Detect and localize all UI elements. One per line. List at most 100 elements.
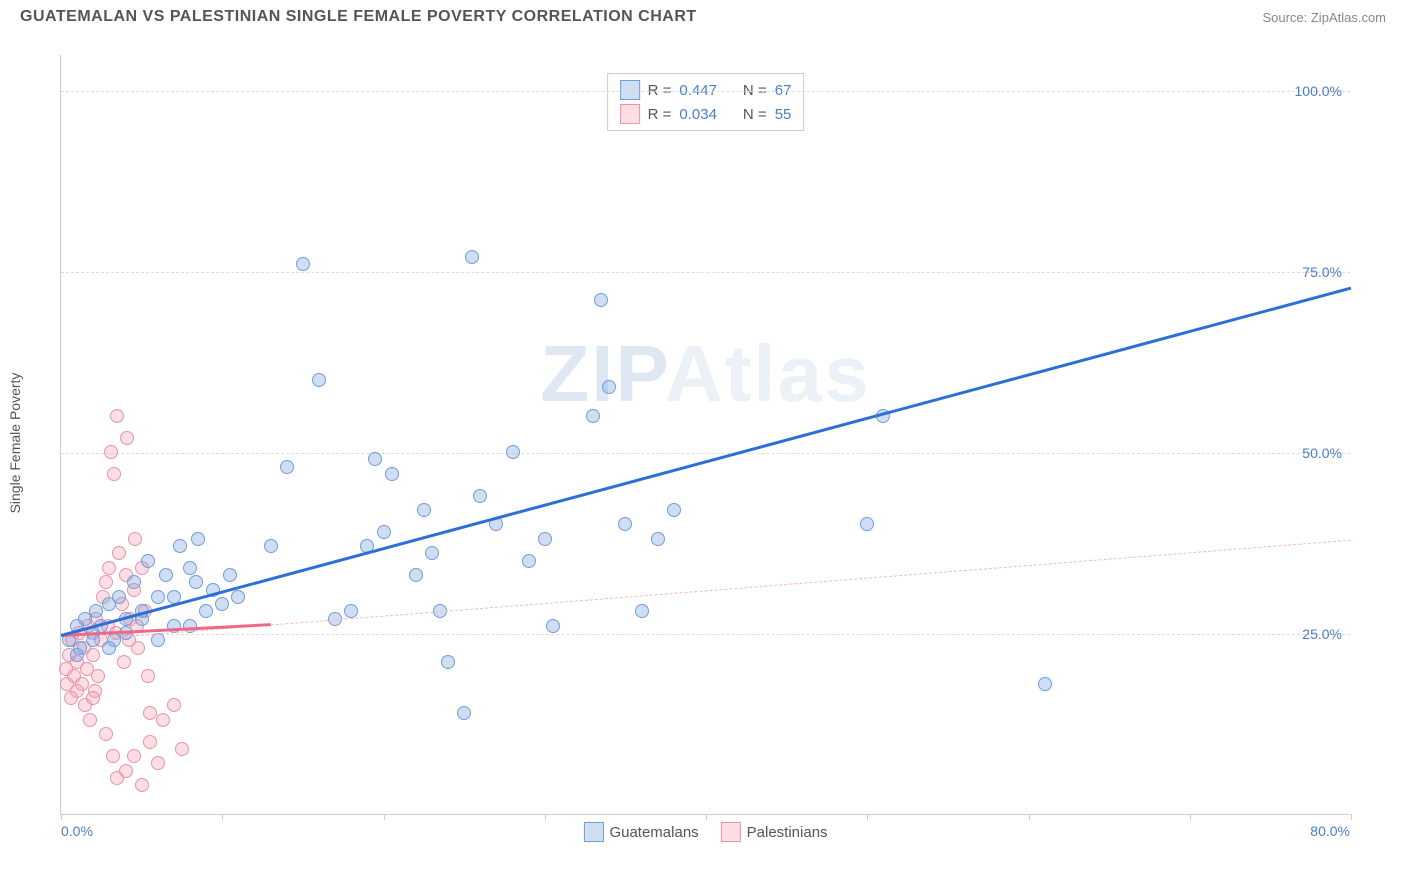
trendline-a — [61, 287, 1352, 637]
series-a-point — [651, 532, 665, 546]
series-a-point — [538, 532, 552, 546]
x-tick — [1190, 814, 1191, 820]
series-a-point — [473, 489, 487, 503]
series-b-point — [151, 756, 165, 770]
series-a-point — [457, 706, 471, 720]
legend-row-a: R = 0.447 N = 67 — [620, 78, 792, 102]
series-b-point — [156, 713, 170, 727]
y-tick-label: 50.0% — [1302, 445, 1342, 461]
series-b-point — [86, 691, 100, 705]
series-a-point — [159, 568, 173, 582]
series-b-point — [120, 431, 134, 445]
series-a-point — [141, 554, 155, 568]
series-a-point — [425, 546, 439, 560]
series-b-point — [86, 648, 100, 662]
series-a-point — [546, 619, 560, 633]
series-b-point — [110, 409, 124, 423]
series-a-point — [594, 293, 608, 307]
series-a-point — [223, 568, 237, 582]
series-a-point — [312, 373, 326, 387]
chart-title: GUATEMALAN VS PALESTINIAN SINGLE FEMALE … — [20, 8, 697, 26]
x-tick — [867, 814, 868, 820]
series-a-point — [151, 590, 165, 604]
series-b-point — [141, 669, 155, 683]
y-tick-label: 75.0% — [1302, 264, 1342, 280]
series-a-point — [385, 467, 399, 481]
x-tick — [1029, 814, 1030, 820]
series-b-point — [91, 669, 105, 683]
x-tick — [61, 814, 62, 820]
series-b-point — [175, 742, 189, 756]
series-b-point — [107, 467, 121, 481]
series-b-point — [119, 764, 133, 778]
series-a-point — [618, 517, 632, 531]
correlation-legend: R = 0.447 N = 67 R = 0.034 N = 55 — [607, 73, 805, 131]
chart-container: Single Female Poverty ZIPAtlas R = 0.447… — [50, 40, 1386, 830]
series-a-point — [215, 597, 229, 611]
series-a-point — [465, 250, 479, 264]
x-tick — [384, 814, 385, 820]
series-b-point — [99, 575, 113, 589]
swatch-a — [620, 80, 640, 100]
series-a-point — [231, 590, 245, 604]
series-a-point — [635, 604, 649, 618]
series-a-point — [377, 525, 391, 539]
series-b-point — [167, 698, 181, 712]
y-axis-label: Single Female Poverty — [7, 373, 23, 514]
gridline — [61, 272, 1350, 273]
x-tick-label-right: 80.0% — [1310, 823, 1350, 839]
series-a-point — [441, 655, 455, 669]
series-a-point — [102, 641, 116, 655]
series-b-point — [102, 561, 116, 575]
x-tick — [222, 814, 223, 820]
series-a-point — [409, 568, 423, 582]
series-b-point — [117, 655, 131, 669]
series-a-point — [602, 380, 616, 394]
series-a-point — [189, 575, 203, 589]
x-tick — [545, 814, 546, 820]
swatch-a-icon — [583, 822, 603, 842]
series-a-point — [199, 604, 213, 618]
series-b-point — [83, 713, 97, 727]
series-a-point — [417, 503, 431, 517]
gridline — [61, 634, 1350, 635]
source-label: Source: ZipAtlas.com — [1262, 10, 1386, 25]
series-a-point — [667, 503, 681, 517]
series-b-point — [104, 445, 118, 459]
series-a-point — [344, 604, 358, 618]
series-a-point — [127, 575, 141, 589]
series-a-point — [860, 517, 874, 531]
series-b-point — [60, 677, 74, 691]
series-a-point — [173, 539, 187, 553]
legend-row-b: R = 0.034 N = 55 — [620, 102, 792, 126]
series-a-point — [89, 604, 103, 618]
series-a-point — [296, 257, 310, 271]
series-b-point — [64, 691, 78, 705]
x-tick-label-left: 0.0% — [61, 823, 93, 839]
series-a-point — [280, 460, 294, 474]
series-b-point — [128, 532, 142, 546]
series-a-point — [522, 554, 536, 568]
series-a-point — [506, 445, 520, 459]
series-b-point — [106, 749, 120, 763]
gridline — [61, 453, 1350, 454]
series-a-point — [70, 648, 84, 662]
y-tick-label: 25.0% — [1302, 626, 1342, 642]
gridline — [61, 91, 1350, 92]
series-a-point — [264, 539, 278, 553]
x-tick — [706, 814, 707, 820]
x-tick — [1351, 814, 1352, 820]
watermark: ZIPAtlas — [540, 328, 870, 420]
series-b-point — [143, 735, 157, 749]
series-a-point — [151, 633, 165, 647]
swatch-b-icon — [721, 822, 741, 842]
series-a-point — [586, 409, 600, 423]
y-tick-label: 100.0% — [1295, 83, 1342, 99]
series-b-point — [143, 706, 157, 720]
plot-area: ZIPAtlas R = 0.447 N = 67 R = 0.034 N = … — [60, 55, 1350, 815]
swatch-b — [620, 104, 640, 124]
legend-item-b: Palestinians — [721, 822, 828, 842]
series-a-point — [368, 452, 382, 466]
series-b-point — [135, 778, 149, 792]
series-a-point — [183, 561, 197, 575]
